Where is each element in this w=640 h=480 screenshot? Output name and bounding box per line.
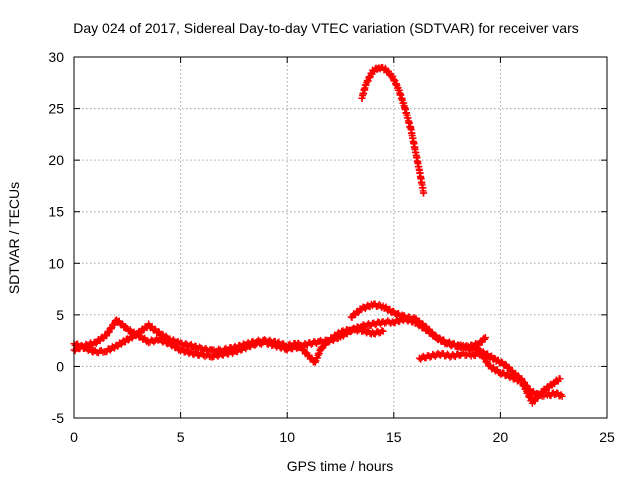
data-points: [70, 63, 566, 407]
x-tick-label: 10: [279, 429, 295, 445]
data-point: [558, 392, 566, 400]
y-tick-label: 15: [48, 204, 64, 220]
data-point: [256, 337, 264, 345]
data-point: [216, 346, 224, 354]
y-tick-label: 10: [48, 255, 64, 271]
y-tick-labels: -5 0 5 10 15 20 25 30: [48, 49, 64, 426]
data-point: [297, 342, 305, 350]
chart-title: Day 024 of 2017, Sidereal Day-to-day VTE…: [73, 20, 579, 36]
data-point: [378, 327, 386, 334]
data-point: [202, 351, 210, 359]
data-point: [315, 337, 323, 345]
x-tick-label: 25: [599, 429, 615, 445]
y-tick-label: 0: [56, 358, 64, 374]
axis-ticks: [73, 56, 608, 419]
x-axis-title: GPS time / hours: [287, 458, 394, 474]
x-tick-labels: 0 5 10 15 20 25: [70, 429, 615, 445]
data-point: [325, 337, 333, 345]
y-tick-label: -5: [52, 410, 65, 426]
x-tick-label: 5: [177, 429, 185, 445]
y-tick-label: 5: [56, 307, 64, 323]
y-tick-label: 25: [48, 101, 64, 117]
x-tick-label: 15: [386, 429, 402, 445]
data-point: [420, 189, 428, 197]
plot-frame: [73, 56, 608, 419]
series-track-c: [347, 300, 564, 407]
series-track-b: [70, 320, 387, 366]
series-track-d: [415, 348, 566, 400]
data-point: [481, 334, 489, 342]
y-axis-title: SDTVAR / TECUs: [6, 182, 22, 294]
data-point: [379, 327, 387, 335]
series-track-e: [358, 63, 428, 197]
data-point: [556, 375, 564, 383]
grid-lines: [74, 57, 607, 418]
x-tick-label: 0: [70, 429, 78, 445]
y-tick-label: 20: [48, 152, 64, 168]
x-tick-label: 20: [493, 429, 509, 445]
y-tick-label: 30: [48, 49, 64, 65]
